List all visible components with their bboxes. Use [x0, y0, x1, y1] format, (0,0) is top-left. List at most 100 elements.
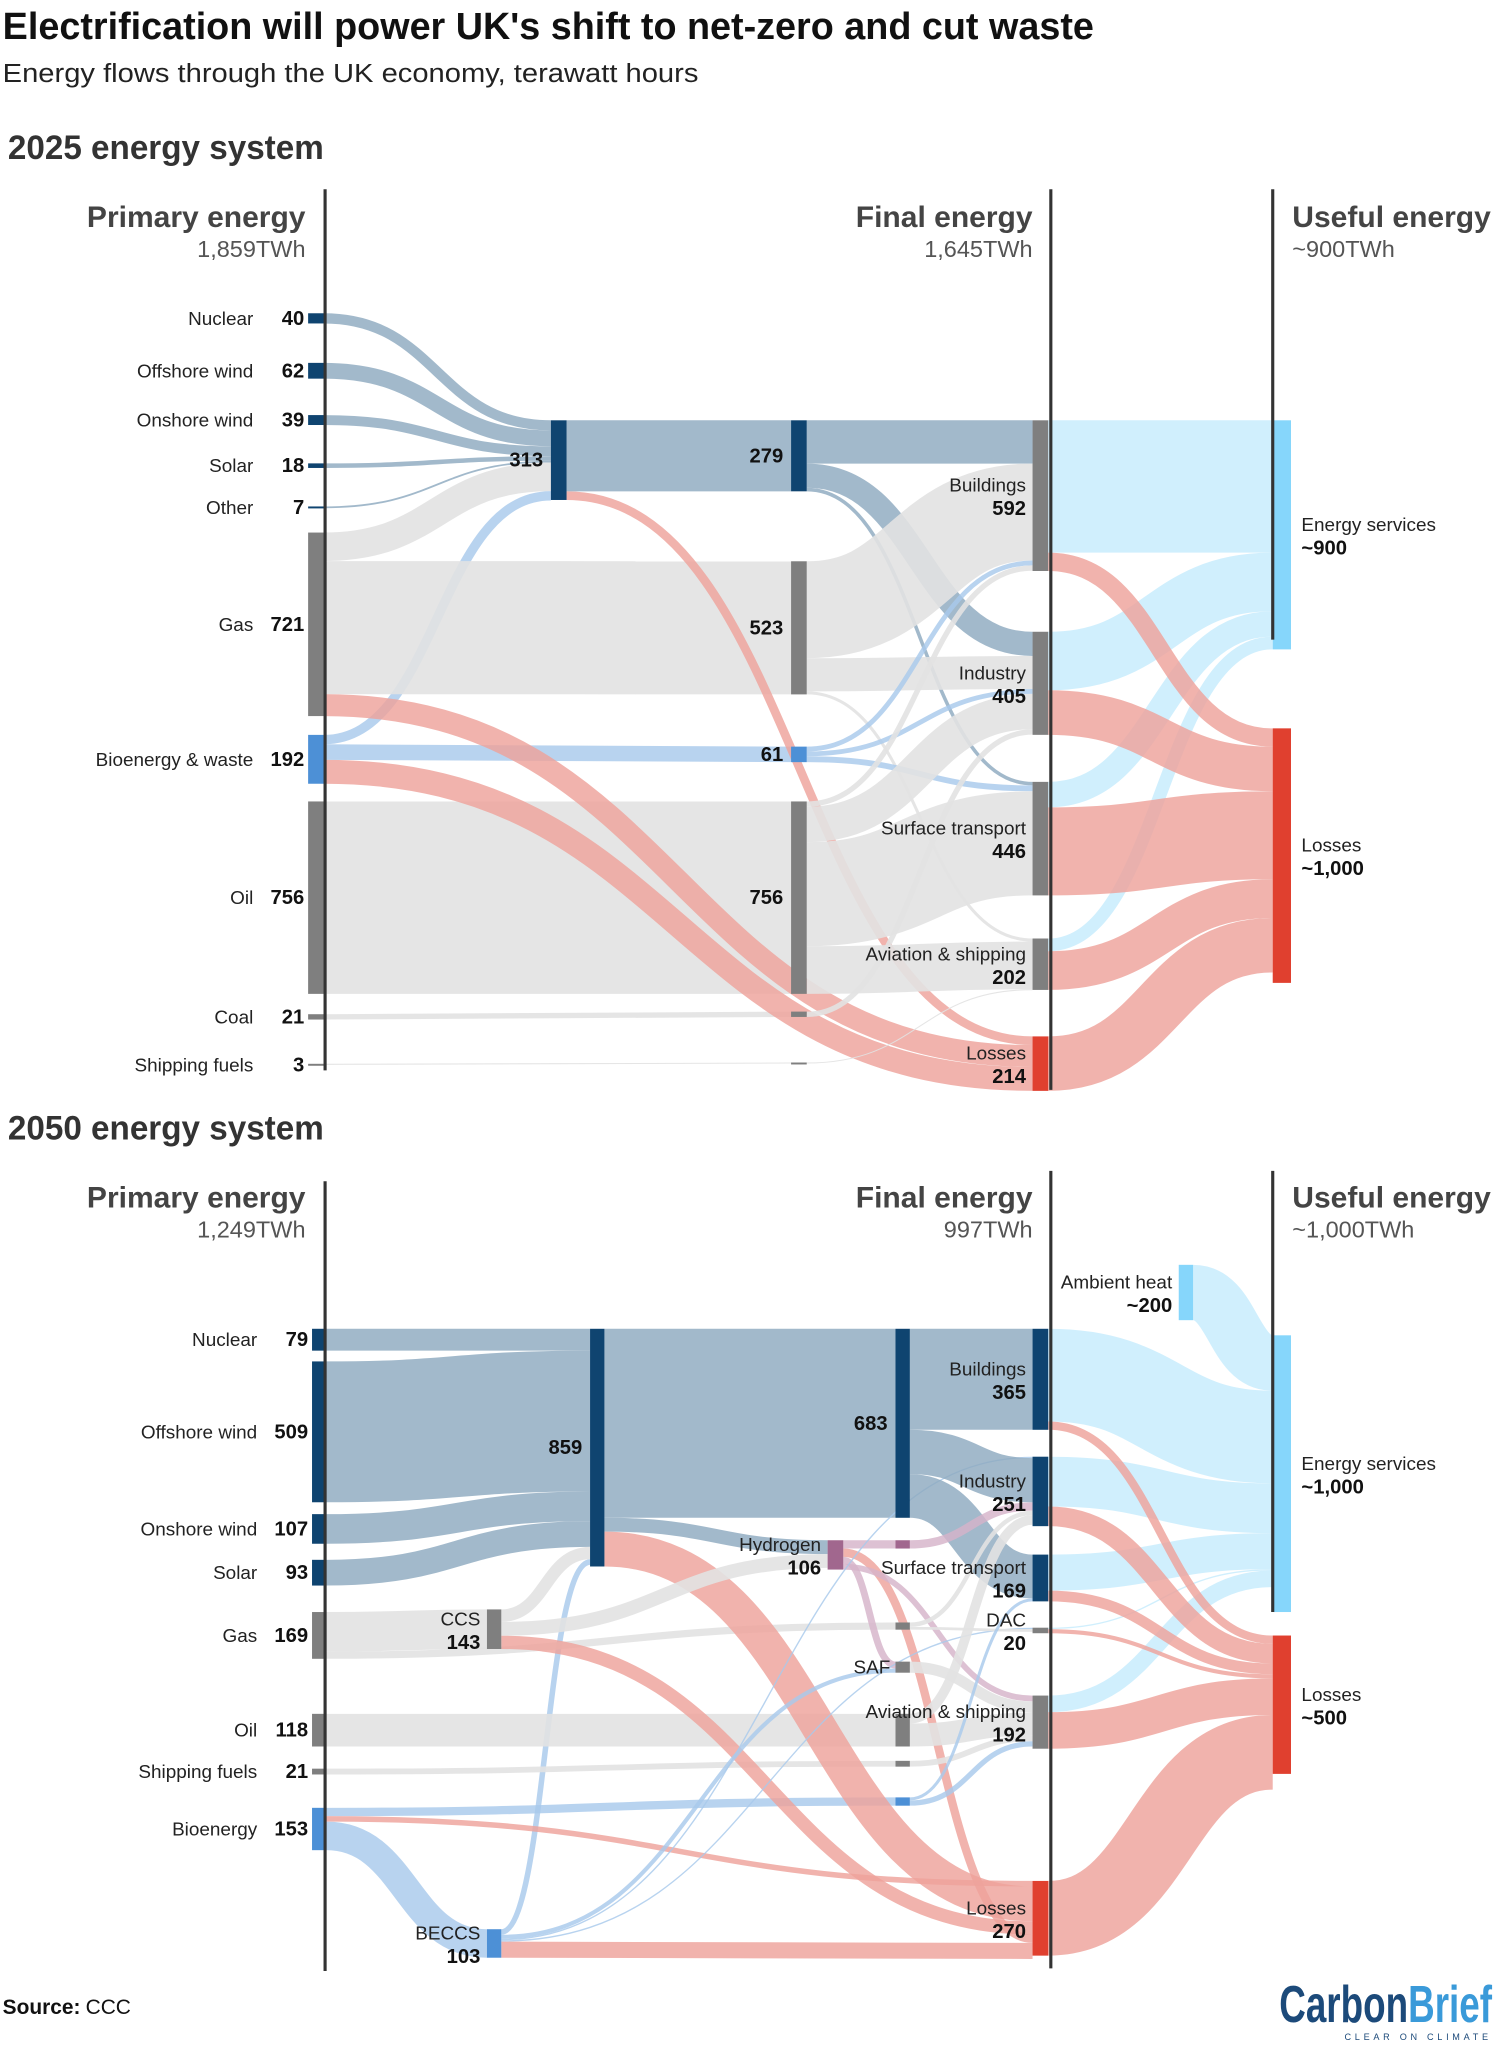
node-c_ship — [791, 1062, 807, 1065]
node-value: 103 — [447, 1946, 481, 1968]
column-header-final: Final energy — [856, 201, 1033, 234]
node-u_serv — [1272, 1335, 1292, 1613]
node-c_oil — [791, 801, 807, 994]
node-f_loss — [1032, 1880, 1049, 1956]
node-label: Aviation & shipping — [866, 944, 1026, 965]
node-value: ~500 — [1301, 1707, 1347, 1729]
footer: Source:CCC CarbonBrief CLEAR ON CLIMATE — [3, 1976, 1493, 2042]
node-value: 313 — [509, 450, 543, 472]
links — [323, 313, 1274, 1091]
node-label: Losses — [1301, 1685, 1361, 1706]
node-value: 192 — [270, 749, 304, 771]
carbonbrief-logo: CarbonBrief CLEAR ON CLIMATE — [1279, 1976, 1492, 2042]
node-value: 859 — [548, 1437, 582, 1459]
column-total-primary: 1,859TWh — [197, 236, 305, 262]
node-p_oth — [308, 506, 324, 509]
node-value: 40 — [282, 308, 305, 330]
node-f_loss — [1032, 1036, 1049, 1091]
sankey-2025: 2025 energy system Primary energy 1,859T… — [8, 129, 1491, 1091]
column-header-useful: Useful energy — [1292, 201, 1491, 234]
node-value: 107 — [274, 1518, 308, 1540]
flow-h2-to-f_avi — [843, 1563, 1033, 1702]
flow-f_sur-to-u_loss — [1048, 1590, 1273, 1675]
flow-beccs-to-saf — [501, 1668, 896, 1939]
column-total-useful: ~900TWh — [1292, 236, 1394, 262]
flow-f_ind-to-u_loss — [1047, 690, 1274, 792]
flow-f_loss-to-u_loss — [1045, 1714, 1276, 1956]
flow-c_oil-to-f_avi — [909, 1712, 1033, 1747]
node-label: Buildings — [949, 476, 1026, 497]
flow-p_ship-to-c_ship — [323, 1062, 792, 1065]
node-p_sol — [308, 463, 324, 468]
links — [325, 1264, 1277, 1959]
node-value: 192 — [992, 1725, 1026, 1747]
column-header-primary: Primary energy — [87, 1181, 306, 1214]
node-label: Solar — [213, 1563, 257, 1584]
node-f_bld — [1032, 420, 1049, 571]
node-p_off — [308, 362, 324, 379]
node-value: 39 — [282, 410, 305, 432]
column-total-useful: ~1,000TWh — [1292, 1216, 1414, 1242]
node-u_loss — [1272, 1635, 1292, 1774]
flow-u_amb-to-u_serv — [1189, 1264, 1277, 1391]
node-c_elec — [895, 1328, 910, 1518]
node-value: 169 — [274, 1625, 308, 1647]
flow-saf-to-f_avi — [909, 1661, 1033, 1713]
node-c_bio — [791, 746, 807, 763]
column-header-final: Final energy — [856, 1181, 1033, 1214]
node-label: Offshore wind — [141, 1422, 257, 1443]
flow-c_ship-to-f_avi — [909, 1735, 1033, 1767]
node-label: Solar — [209, 456, 253, 477]
node-label: Aviation & shipping — [866, 1702, 1026, 1723]
node-label: Energy services — [1301, 515, 1436, 536]
column-header-useful: Useful energy — [1292, 1181, 1491, 1214]
node-p_on — [308, 415, 324, 426]
node-p_ship — [308, 1063, 324, 1066]
section-title-2025: 2025 energy system — [8, 129, 324, 167]
node-label: Energy services — [1301, 1454, 1436, 1475]
node-f_avi — [1032, 1695, 1049, 1749]
node-value: 153 — [274, 1819, 308, 1841]
node-c_ship — [895, 1760, 910, 1767]
flow-ccs-to-elec — [500, 1546, 591, 1622]
node-label: Industry — [959, 663, 1027, 684]
flow-p_bio-to-c_bio — [326, 1797, 896, 1817]
node-p_oil — [308, 801, 324, 994]
section-title-2050: 2050 energy system — [8, 1110, 324, 1148]
source-label: Source: — [3, 1996, 81, 2019]
node-label: Bioenergy — [172, 1820, 258, 1841]
node-p_sol — [312, 1559, 327, 1586]
node-label: Offshore wind — [137, 361, 253, 382]
flow-f_sur-to-u_serv — [1048, 1533, 1273, 1591]
node-f_sur — [1032, 781, 1049, 896]
node-label: Losses — [966, 1898, 1026, 1919]
node-value: 93 — [286, 1562, 309, 1584]
nodes: Nuclear 40 Offshore wind 62 Onshore wind 39 So… — [96, 308, 1436, 1091]
flow-p_bio-to-f_loss — [326, 1816, 1033, 1887]
nodes: Nuclear 79 Offshore wind 509 Onshore wind 107… — [138, 1264, 1436, 1968]
node-value: ~1,000 — [1301, 858, 1363, 880]
flow-c_h2-to-f_ind — [909, 1502, 1033, 1549]
flow-p_gas-to-f_loss — [323, 694, 1033, 1067]
column-total-final: 1,645TWh — [924, 236, 1032, 262]
node-c_elec — [791, 420, 807, 492]
column-total-final: 997TWh — [944, 1216, 1033, 1242]
node-value: 143 — [447, 1632, 481, 1654]
flow-p_bio-to-f_loss — [323, 759, 1033, 1091]
flow-f_avi-to-u_loss — [1047, 879, 1274, 990]
node-p_bio — [308, 734, 324, 784]
flow-p_sol-to-elec — [326, 1521, 591, 1586]
node-value: 214 — [992, 1066, 1026, 1088]
node-c_gas — [895, 1622, 910, 1630]
node-f_bld — [1032, 1328, 1049, 1430]
node-label: Losses — [1301, 836, 1361, 857]
node-label: Onshore wind — [137, 411, 254, 432]
node-label: Oil — [230, 888, 253, 909]
flow-p_ship-to-c_ship — [326, 1760, 896, 1775]
node-value: 106 — [787, 1557, 821, 1579]
node-value: 523 — [750, 617, 784, 639]
node-p_gas — [312, 1612, 327, 1659]
flow-elec-to-h2 — [604, 1517, 828, 1555]
flow-f_avi-to-u_loss — [1048, 1678, 1273, 1749]
